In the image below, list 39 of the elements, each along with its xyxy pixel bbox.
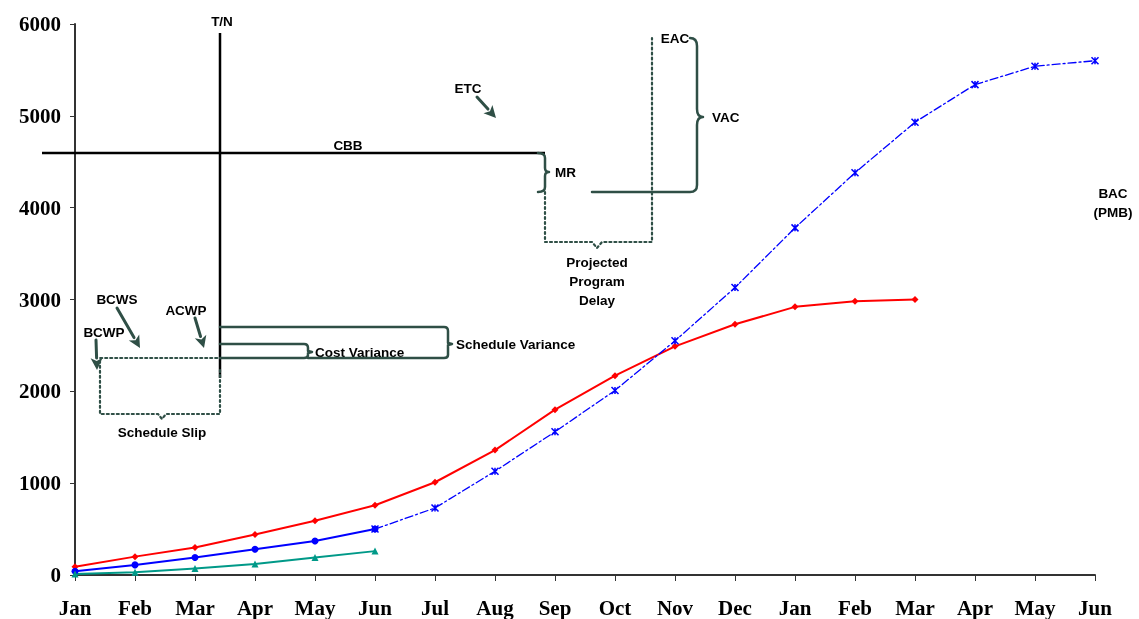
annotation: Cost Variance (315, 345, 405, 360)
x-tick-label: Jan (778, 595, 812, 619)
y-tick-label: 5000 (19, 103, 61, 128)
annotation: ETC (454, 81, 482, 96)
annotation: CBB (333, 138, 363, 153)
x-tick-label: Jun (1078, 595, 1113, 619)
annotation: Schedule Variance (456, 337, 576, 352)
annotation: BCWS (96, 292, 138, 307)
x-tick-label: Jan (58, 595, 92, 619)
annotation: ACWP (165, 303, 207, 318)
annotation: MR (555, 165, 577, 180)
x-tick-label: May (1014, 595, 1056, 619)
y-tick-label: 6000 (19, 12, 61, 36)
x-tick-label: Aug (476, 595, 515, 619)
annotation: Schedule Slip (117, 425, 207, 440)
y-tick-label: 1000 (19, 471, 61, 496)
y-tick-label: 2000 (19, 379, 61, 404)
x-tick-label: Nov (656, 595, 694, 619)
y-tick-label: 0 (50, 563, 61, 587)
annotation: VAC (712, 110, 740, 125)
x-tick-label: Oct (598, 595, 632, 619)
x-tick-label: Apr (956, 595, 994, 619)
annotation: T/N (211, 14, 233, 29)
x-tick-label: Mar (175, 595, 215, 619)
y-tick-label: 3000 (19, 287, 61, 312)
annotation: BCWP (83, 325, 125, 340)
annotation: BAC (PMB) (1093, 186, 1133, 220)
x-tick-label: Jun (358, 595, 393, 619)
x-tick-label: Dec (718, 595, 752, 619)
annotation: Projected Program Delay (566, 255, 628, 308)
x-tick-label: Apr (236, 595, 274, 619)
y-tick-label: 4000 (19, 195, 61, 220)
annotation: EAC (660, 31, 690, 46)
x-tick-label: Feb (118, 595, 152, 619)
x-tick-label: May (294, 595, 336, 619)
x-tick-label: Jul (420, 595, 450, 619)
x-tick-label: Mar (895, 595, 935, 619)
x-tick-label: Sep (538, 595, 572, 619)
x-tick-label: Feb (838, 595, 872, 619)
